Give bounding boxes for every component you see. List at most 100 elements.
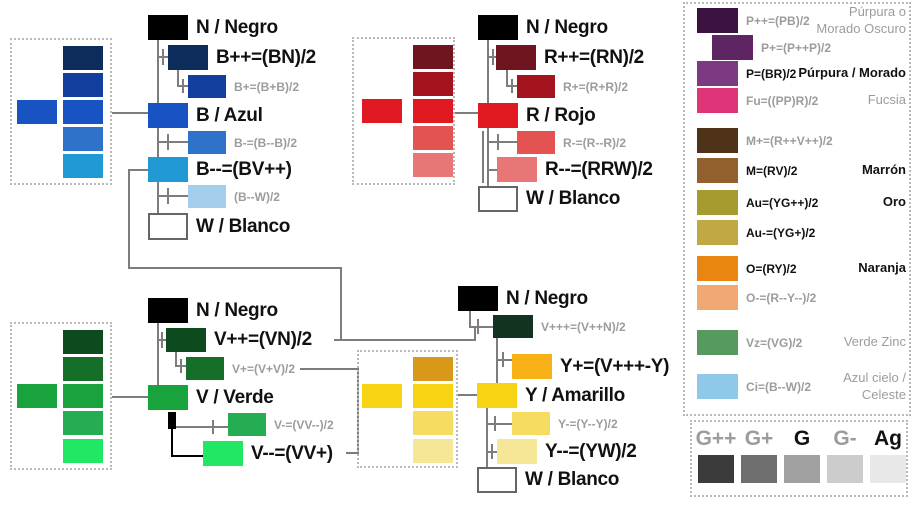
palette-left-swatch-blue (17, 100, 57, 124)
legend-code-4: M+=(R++V++)/2 (746, 133, 833, 148)
legend-swatch-4 (697, 128, 738, 153)
palette-box-green (10, 322, 112, 470)
connector-line (182, 79, 184, 93)
connector-line (340, 267, 342, 341)
node-swatch-red-4 (517, 131, 555, 154)
connector-line (491, 444, 493, 459)
grayscale-swatch-1 (741, 455, 777, 483)
node-swatch-blue-3 (148, 103, 188, 128)
connector-line (128, 169, 148, 171)
connector-line (180, 359, 182, 373)
grayscale-swatch-3 (827, 455, 863, 483)
grayscale-swatch-4 (870, 455, 906, 483)
node-label-red-1: R++=(RN)/2 (544, 46, 644, 68)
legend-name-2: Púrpura / Morado (798, 65, 906, 81)
node-swatch-red-6 (478, 186, 518, 212)
grayscale-header-g++: G++ (695, 427, 737, 450)
node-label-red-4: R-=(R--R)/2 (563, 135, 626, 150)
connector-line (511, 79, 513, 93)
palette-swatch-red-4 (413, 153, 453, 177)
connector-line (171, 412, 173, 457)
node-label-green-0: N / Negro (196, 299, 278, 321)
connector-line (157, 182, 159, 213)
palette-box-red (352, 37, 455, 185)
legend-swatch-6 (697, 190, 738, 215)
node-label-blue-0: N / Negro (196, 16, 278, 38)
node-label-red-2: R+=(R+R)/2 (563, 79, 629, 94)
legend-frame (683, 2, 911, 416)
legend-swatch-3 (697, 88, 738, 113)
node-label-blue-2: B+=(B+B)/2 (234, 79, 300, 94)
palette-link-yellow (458, 394, 477, 396)
connector-line (157, 195, 188, 197)
connector-line (477, 319, 479, 334)
node-swatch-blue-5 (148, 157, 188, 182)
node-swatch-blue-2 (188, 75, 226, 98)
palette-left-swatch-yellow (362, 384, 402, 408)
node-label-green-4: V-=(VV--)/2 (274, 417, 334, 432)
node-swatch-blue-0 (148, 15, 188, 40)
grayscale-header-g+: G+ (744, 427, 774, 450)
connector-line (128, 169, 130, 269)
connector-line (167, 188, 169, 204)
connector-line (469, 311, 471, 328)
connector-line (496, 359, 512, 361)
grayscale-header-ag: Ag (874, 427, 902, 450)
node-swatch-green-5 (203, 441, 243, 466)
connector-line (175, 352, 177, 367)
node-swatch-red-2 (517, 75, 555, 98)
palette-link-green (112, 396, 148, 398)
node-label-red-6: W / Blanco (526, 188, 621, 209)
connector-line (176, 426, 228, 428)
connector-line (486, 423, 512, 425)
legend-code-1: P+=(P++P)/2 (761, 40, 832, 55)
palette-left-swatch-green (17, 384, 57, 408)
connector-line (486, 408, 488, 467)
grayscale-frame (690, 420, 908, 497)
legend-code-3: Fu=((PP)R)/2 (746, 93, 819, 108)
legend-code-0: P++=(PB)/2 (746, 13, 810, 28)
palette-swatch-blue-3 (63, 127, 103, 151)
connector-line (300, 368, 359, 370)
legend-swatch-1 (712, 35, 753, 60)
node-label-blue-1: B++=(BN)/2 (216, 46, 316, 68)
node-label-yellow-0: N / Negro (506, 287, 588, 309)
connector-line (346, 452, 358, 454)
node-label-red-0: N / Negro (526, 16, 608, 38)
grayscale-header-g-: G- (833, 427, 857, 450)
node-label-green-1: V++=(VN)/2 (214, 329, 312, 350)
node-label-yellow-2: Y+=(V+++-Y) (560, 355, 670, 377)
node-swatch-green-3 (148, 385, 188, 410)
node-label-blue-3: B / Azul (196, 104, 263, 126)
node-swatch-red-3 (478, 103, 518, 128)
palette-swatch-green-0 (63, 330, 103, 354)
legend-name-0: Púrpura o Morado Oscuro (816, 4, 906, 36)
node-swatch-yellow-5 (497, 439, 537, 464)
palette-swatch-red-3 (413, 126, 453, 150)
palette-swatch-green-4 (63, 439, 103, 463)
node-swatch-yellow-0 (458, 286, 498, 311)
palette-swatch-blue-0 (63, 46, 103, 70)
grayscale-header-g: G (793, 427, 811, 450)
legend-swatch-7 (697, 220, 738, 245)
legend-name-11: Azul cielo / Celeste (843, 370, 906, 402)
legend-swatch-5 (697, 158, 738, 183)
palette-left-swatch-red (362, 99, 402, 123)
legend-swatch-11 (697, 374, 738, 399)
legend-swatch-9 (697, 285, 738, 310)
node-swatch-blue-6 (188, 185, 226, 208)
legend-swatch-2 (697, 61, 738, 86)
palette-box-blue (10, 38, 112, 185)
connector-line (177, 70, 179, 87)
legend-swatch-10 (697, 330, 738, 355)
node-label-red-5: R--=(RRW)/2 (545, 158, 653, 180)
connector-line (502, 352, 504, 367)
legend-name-10: Verde Zinc (843, 334, 906, 350)
node-swatch-blue-4 (188, 131, 226, 154)
connector-line (487, 169, 497, 171)
node-swatch-green-0 (148, 298, 188, 323)
connector-line (157, 141, 188, 143)
connector-line (506, 70, 508, 87)
node-label-yellow-1: V+++=(V++N)/2 (541, 319, 626, 334)
